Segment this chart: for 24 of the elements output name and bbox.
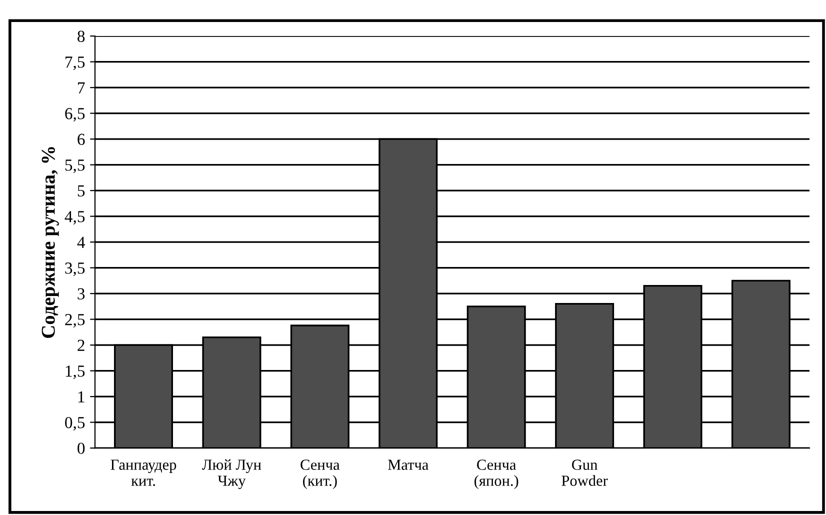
y-tick-label: 4 bbox=[77, 236, 86, 248]
y-tick-label: 7 bbox=[78, 82, 85, 94]
y-tick-label: 2,5 bbox=[65, 314, 85, 328]
x-tick-label: Ганпаудер кит. bbox=[110, 460, 176, 486]
y-tick-label: 6,5 bbox=[65, 108, 85, 122]
y-axis-title: Содержние рутина, % bbox=[42, 147, 59, 338]
y-tick-label: 5 bbox=[78, 185, 85, 196]
y-tick-label: 2 bbox=[78, 340, 84, 351]
y-tick-label: 7,5 bbox=[66, 56, 85, 70]
y-tick-label: 0 bbox=[78, 442, 85, 454]
y-tick-label: 6 bbox=[78, 134, 85, 145]
x-tick-label: Матча bbox=[388, 460, 428, 470]
y-tick-label: 3 bbox=[78, 288, 85, 300]
x-tick-label: Сенча (кит.) bbox=[300, 460, 340, 489]
y-tick-label: 8 bbox=[78, 30, 85, 42]
y-tick-label: 1,5 bbox=[66, 366, 85, 380]
x-tick-label: Сенча (япон.) bbox=[474, 460, 518, 489]
y-tick-label: 5,5 bbox=[65, 160, 85, 174]
x-tick-label: Gun Powder bbox=[562, 460, 608, 486]
y-tick-label: 3,5 bbox=[65, 262, 85, 276]
y-tick-label: 1 bbox=[78, 391, 84, 402]
y-tick-label: 0,5 bbox=[65, 417, 85, 431]
x-tick-label: Люй Лун Чжу bbox=[202, 459, 262, 490]
y-tick-label: 4,5 bbox=[64, 211, 85, 225]
